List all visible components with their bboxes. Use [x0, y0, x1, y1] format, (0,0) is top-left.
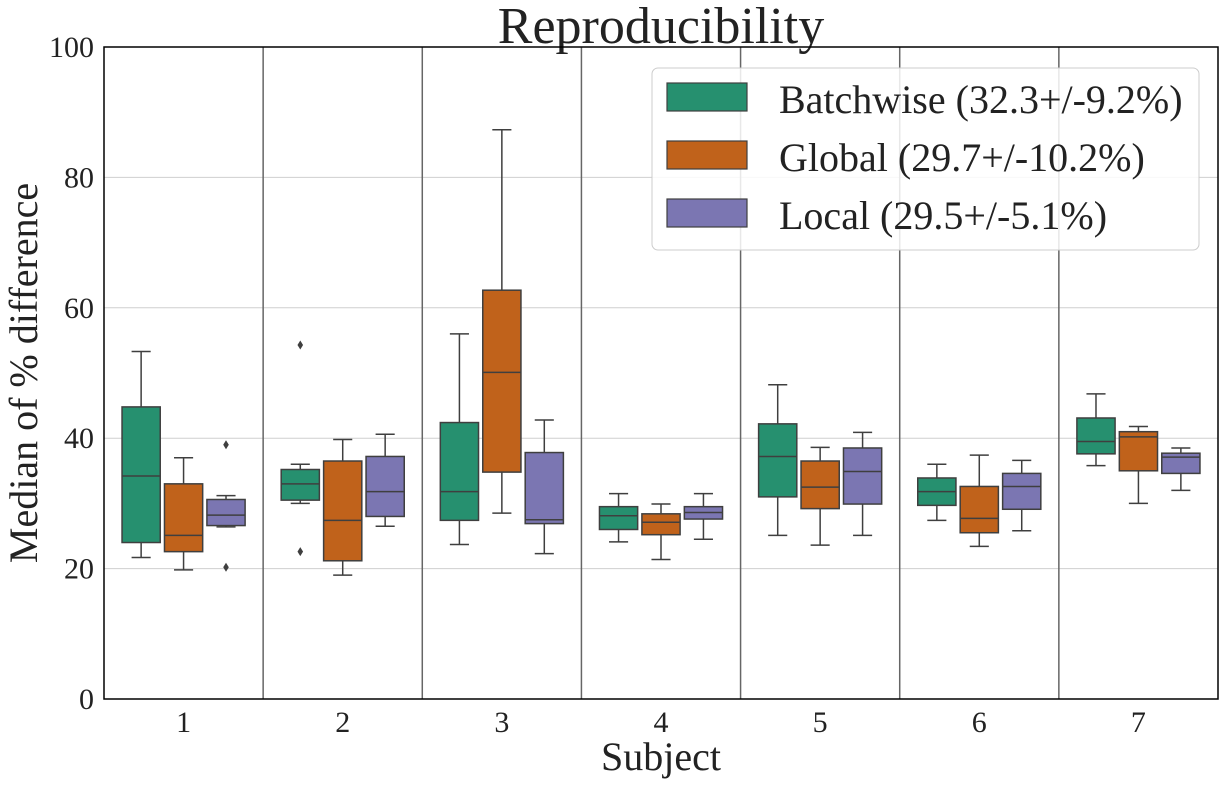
box-iqr — [439, 421, 480, 522]
x-axis-label: Subject — [601, 734, 721, 779]
box-global-subject-2 — [322, 438, 363, 576]
outlier-point-0 — [297, 340, 304, 350]
box-batchwise-subject-2 — [280, 340, 321, 557]
box-iqr — [1076, 417, 1116, 455]
box-local-subject-3 — [524, 419, 565, 555]
box-iqr — [842, 447, 883, 505]
box-local-subject-7 — [1161, 447, 1201, 492]
y-tick-label-3: 60 — [64, 292, 94, 325]
x-axis-ticks: 1 2 3 4 5 6 7 — [176, 706, 1146, 739]
box-iqr — [959, 485, 1000, 534]
box-iqr — [757, 423, 798, 498]
box-iqr — [163, 483, 204, 553]
legend-frame — [651, 67, 1200, 251]
y-tick-label-4: 80 — [64, 161, 94, 194]
box-batchwise-subject-4 — [598, 492, 639, 543]
box-batchwise-subject-7 — [1076, 393, 1116, 467]
legend-item-global: Global (29.7+/-10.2%) — [666, 135, 1145, 180]
box-local-subject-1 — [206, 440, 246, 572]
legend-swatch — [666, 198, 748, 228]
x-tick-label-3: 3 — [494, 706, 509, 739]
legend-swatch — [666, 140, 748, 170]
box-iqr — [1001, 472, 1042, 511]
legend-label: Global (29.7+/-10.2%) — [779, 135, 1145, 180]
outlier-point-1 — [297, 547, 304, 557]
box-batchwise-subject-5 — [757, 383, 798, 537]
box-batchwise-subject-3 — [439, 333, 480, 546]
x-tick-label-1: 1 — [176, 706, 191, 739]
x-tick-label-2: 2 — [335, 706, 350, 739]
y-tick-label-5: 100 — [49, 31, 94, 64]
x-tick-label-5: 5 — [813, 706, 828, 739]
box-global-subject-1 — [163, 457, 204, 571]
box-iqr — [800, 460, 840, 510]
legend-label: Local (29.5+/-5.1%) — [779, 193, 1107, 238]
box-global-subject-3 — [482, 129, 522, 514]
box-global-subject-4 — [641, 503, 681, 561]
box-iqr — [322, 460, 363, 562]
y-tick-label-2: 40 — [64, 422, 94, 455]
legend-swatch — [666, 82, 748, 112]
y-axis-ticks: 0 20 40 60 80 100 — [49, 31, 94, 716]
box-local-subject-2 — [365, 433, 405, 527]
x-tick-label-4: 4 — [654, 706, 669, 739]
y-tick-label-1: 20 — [64, 553, 94, 586]
box-iqr — [641, 513, 681, 536]
legend-item-batchwise: Batchwise (32.3+/-9.2%) — [666, 77, 1183, 122]
legend: Batchwise (32.3+/-9.2%) Global (29.7+/-10… — [651, 67, 1200, 251]
box-batchwise-subject-1 — [121, 350, 161, 559]
outlier-point-1 — [223, 562, 229, 572]
box-iqr — [1161, 452, 1201, 475]
box-iqr — [598, 505, 639, 531]
box-iqr — [280, 468, 321, 501]
box-iqr — [1118, 430, 1159, 472]
box-global-subject-6 — [959, 454, 1000, 548]
outlier-point-0 — [223, 440, 229, 450]
box-local-subject-6 — [1001, 459, 1042, 532]
legend-item-local: Local (29.5+/-5.1%) — [666, 193, 1107, 238]
box-iqr — [121, 406, 161, 544]
y-tick-label-0: 0 — [79, 683, 94, 716]
legend-label: Batchwise (32.3+/-9.2%) — [779, 77, 1183, 122]
box-batchwise-subject-6 — [917, 463, 957, 522]
box-iqr — [365, 455, 405, 518]
box-global-subject-5 — [800, 446, 840, 546]
box-layer — [121, 129, 1201, 576]
chart-title: Reproducibility — [498, 0, 824, 55]
plot-frame — [103, 46, 1219, 700]
box-global-subject-7 — [1118, 425, 1159, 505]
box-local-subject-4 — [683, 492, 724, 541]
box-iqr — [482, 289, 522, 473]
box-local-subject-5 — [842, 431, 883, 537]
x-tick-label-6: 6 — [972, 706, 987, 739]
box-iqr — [206, 498, 246, 527]
x-tick-label-7: 7 — [1131, 706, 1146, 739]
box-iqr — [524, 451, 565, 525]
y-axis-label: Median of % difference — [1, 183, 46, 563]
